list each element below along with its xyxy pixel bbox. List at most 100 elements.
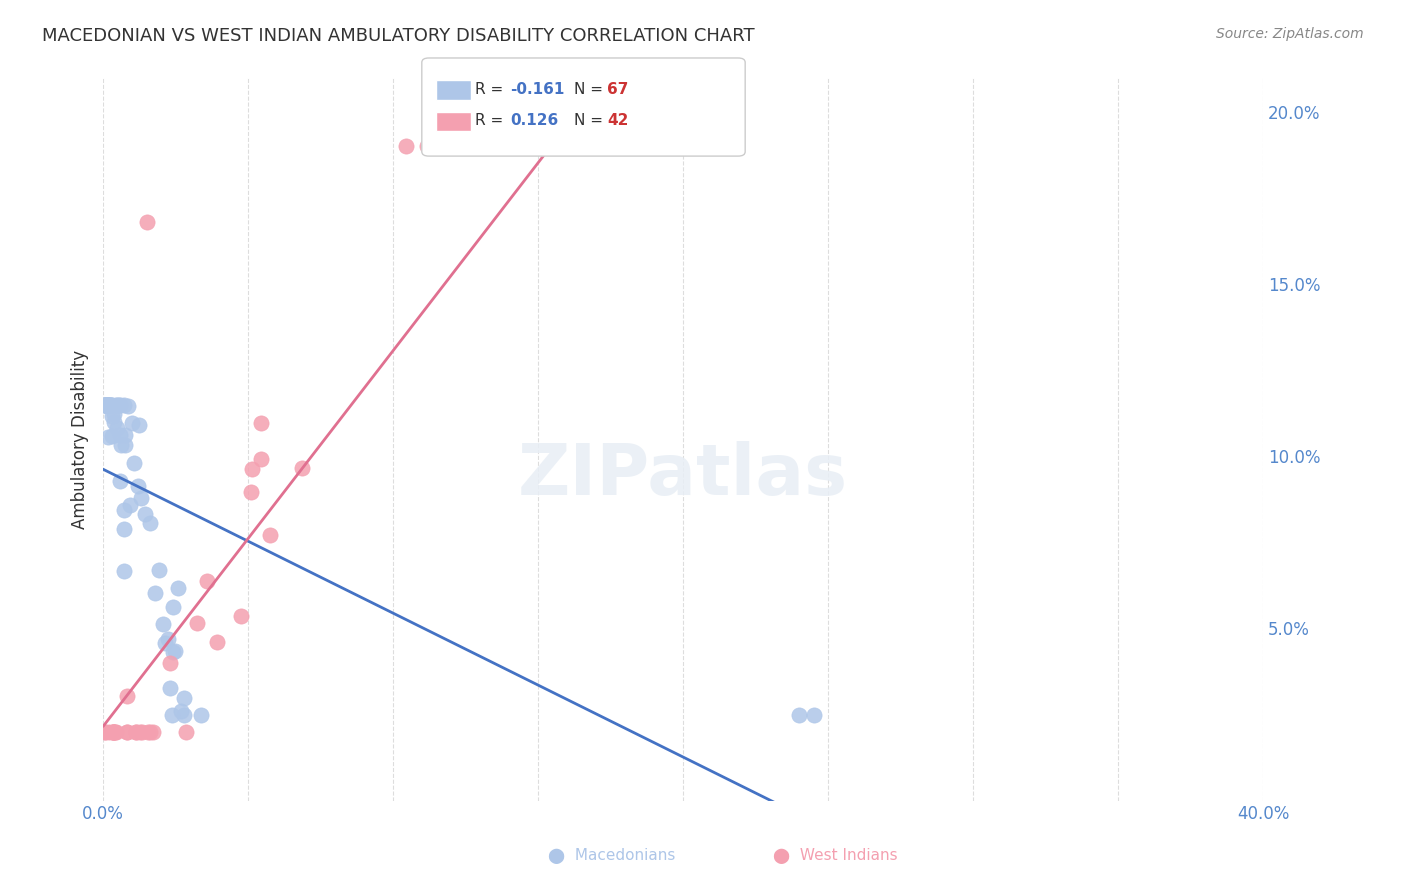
Text: ⬤  Macedonians: ⬤ Macedonians	[548, 848, 676, 864]
Point	[101, 724, 124, 739]
Point	[118, 498, 141, 512]
Text: ⬤  West Indians: ⬤ West Indians	[773, 848, 898, 864]
Point	[160, 707, 183, 722]
Point	[139, 724, 162, 739]
Point	[114, 438, 136, 452]
Point	[112, 522, 135, 536]
Point	[139, 516, 162, 531]
Point	[96, 398, 118, 412]
Point	[94, 398, 117, 412]
Point	[159, 657, 181, 671]
Text: R =: R =	[475, 113, 509, 128]
Point	[162, 645, 184, 659]
Point	[115, 724, 138, 739]
Text: N =: N =	[574, 82, 607, 96]
Point	[605, 139, 627, 153]
Point	[100, 429, 122, 443]
Point	[94, 398, 117, 412]
Point	[97, 398, 120, 412]
Point	[101, 409, 124, 423]
Point	[440, 139, 463, 153]
Point	[229, 608, 252, 623]
Point	[138, 724, 160, 739]
Point	[787, 707, 810, 722]
Point	[112, 503, 135, 517]
Point	[93, 398, 115, 412]
Point	[145, 585, 167, 599]
Point	[93, 398, 115, 412]
Point	[195, 574, 218, 588]
Point	[152, 617, 174, 632]
Point	[96, 398, 118, 412]
Text: MACEDONIAN VS WEST INDIAN AMBULATORY DISABILITY CORRELATION CHART: MACEDONIAN VS WEST INDIAN AMBULATORY DIS…	[42, 27, 755, 45]
Point	[108, 398, 131, 412]
Point	[239, 485, 262, 500]
Point	[173, 707, 195, 722]
Point	[94, 724, 117, 739]
Point	[190, 707, 212, 722]
Point	[100, 398, 122, 412]
Point	[97, 430, 120, 444]
Point	[291, 460, 314, 475]
Text: 42: 42	[607, 113, 628, 128]
Point	[117, 689, 139, 703]
Point	[93, 398, 115, 412]
Point	[100, 398, 122, 412]
Point	[249, 452, 271, 467]
Point	[101, 724, 124, 739]
Point	[122, 456, 145, 470]
Point	[105, 398, 128, 412]
Point	[112, 564, 135, 578]
Point	[481, 139, 503, 153]
Point	[97, 398, 120, 412]
Point	[131, 724, 153, 739]
Point	[142, 724, 165, 739]
Point	[207, 635, 229, 649]
Point	[128, 417, 150, 432]
Point	[134, 507, 156, 521]
Point	[97, 398, 120, 412]
Point	[96, 398, 118, 412]
Point	[93, 724, 115, 739]
Point	[704, 139, 727, 153]
Text: 0.126: 0.126	[510, 113, 558, 128]
Point	[153, 635, 176, 649]
Point	[174, 724, 197, 739]
Point	[159, 681, 181, 695]
Point	[170, 705, 193, 719]
Point	[173, 690, 195, 705]
Text: Source: ZipAtlas.com: Source: ZipAtlas.com	[1216, 27, 1364, 41]
Text: 67: 67	[607, 82, 628, 96]
Point	[157, 632, 180, 647]
Point	[259, 528, 281, 542]
Point	[586, 139, 609, 153]
Point	[249, 417, 271, 431]
Point	[98, 398, 121, 412]
Point	[162, 600, 184, 615]
Point	[131, 491, 153, 505]
Point	[108, 398, 131, 412]
Point	[114, 428, 136, 442]
Text: R =: R =	[475, 82, 509, 96]
Point	[114, 398, 136, 412]
Text: ZIPatlas: ZIPatlas	[519, 441, 848, 509]
Text: -0.161: -0.161	[510, 82, 565, 96]
Point	[104, 724, 127, 739]
Point	[121, 417, 143, 431]
Point	[127, 479, 149, 493]
Point	[531, 139, 554, 153]
Point	[93, 398, 115, 412]
Point	[103, 724, 125, 739]
Point	[103, 407, 125, 421]
Point	[129, 724, 152, 739]
Point	[135, 215, 157, 229]
Point	[100, 398, 122, 412]
Point	[96, 398, 118, 412]
Point	[110, 438, 132, 452]
Point	[110, 474, 132, 488]
Point	[115, 724, 138, 739]
Point	[416, 139, 439, 153]
Point	[97, 398, 120, 412]
Point	[93, 398, 115, 412]
Point	[803, 707, 825, 722]
